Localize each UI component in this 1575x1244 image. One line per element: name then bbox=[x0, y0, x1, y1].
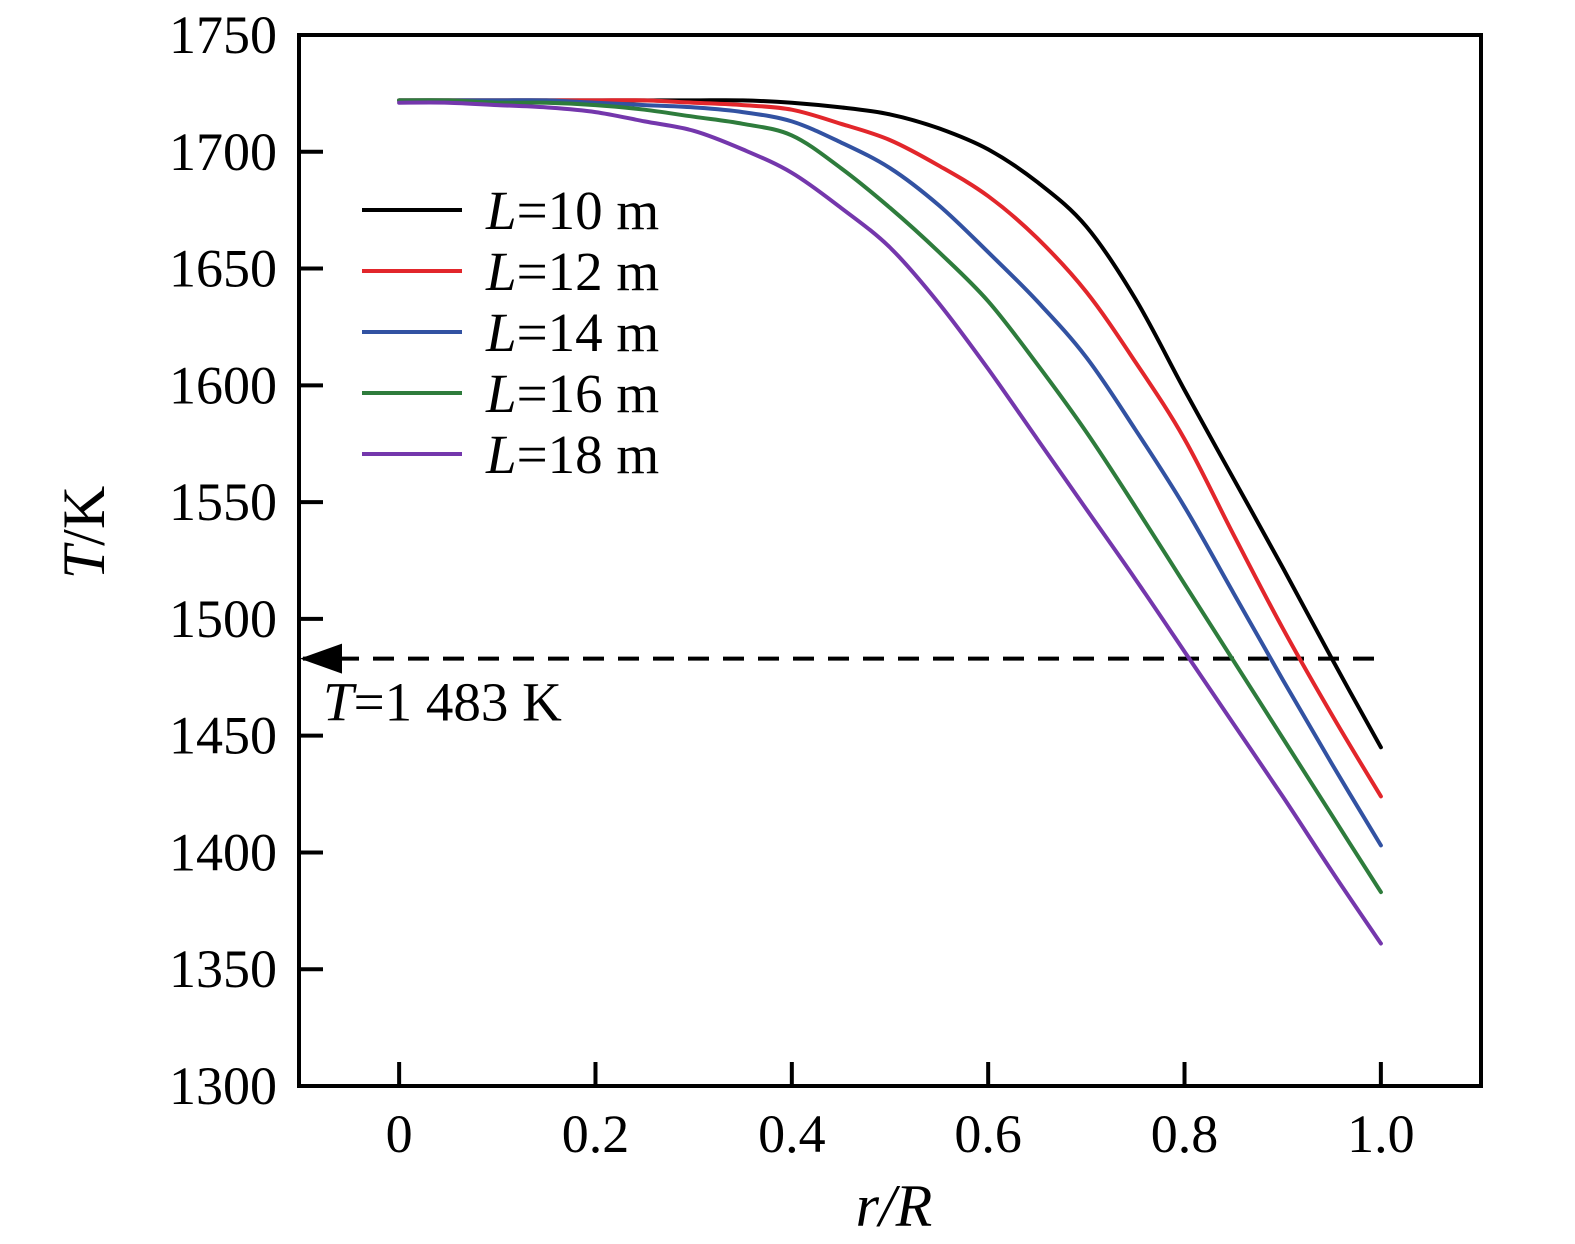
x-tick-label-0.6: 0.6 bbox=[954, 1104, 1022, 1164]
legend-label-l-16-m: L=16 m bbox=[485, 363, 659, 424]
y-axis-label: T/K bbox=[51, 486, 117, 579]
x-tick-label-0.8: 0.8 bbox=[1151, 1104, 1219, 1164]
x-tick-label-0.4: 0.4 bbox=[758, 1104, 826, 1164]
x-tick-label-0-text: 0 bbox=[386, 1104, 413, 1164]
y-tick-label-1650-text: 1650 bbox=[169, 239, 277, 299]
legend-label-l-12-m-var: L bbox=[485, 241, 517, 302]
legend-label-l-10-m-var: L bbox=[485, 180, 517, 241]
reference-annotation-text: =1 483 K bbox=[354, 672, 563, 733]
y-tick-label-1400: 1400 bbox=[169, 822, 277, 882]
x-tick-label-1.0: 1.0 bbox=[1347, 1104, 1415, 1164]
legend-label-l-14-m: L=14 m bbox=[485, 302, 659, 363]
legend-label-l-10-m: L=10 m bbox=[485, 180, 659, 241]
curve-l-14-m bbox=[397, 98, 1383, 848]
x-tick-label-0.6-text: 0.6 bbox=[954, 1104, 1022, 1164]
y-tick-label-1650: 1650 bbox=[169, 239, 277, 299]
left-arrowhead-icon bbox=[300, 643, 342, 674]
y-tick-label-1550-text: 1550 bbox=[169, 472, 277, 532]
x-tick-label-0.2-text: 0.2 bbox=[562, 1104, 630, 1164]
legend-label-l-18-m: L=18 m bbox=[485, 424, 659, 485]
legend-label-l-18-m-var: L bbox=[485, 424, 517, 485]
y-tick-label-1700-text: 1700 bbox=[169, 122, 277, 182]
x-tick-label-0.8-text: 0.8 bbox=[1151, 1104, 1219, 1164]
reference-annotation: T=1 483 K bbox=[323, 672, 562, 733]
y-tick-label-1500-text: 1500 bbox=[169, 589, 277, 649]
y-tick-label-1600: 1600 bbox=[169, 355, 277, 415]
legend-label-l-12-m-text: =12 m bbox=[517, 241, 660, 302]
y-tick-label-1400-text: 1400 bbox=[169, 822, 277, 882]
y-tick-label-1300: 1300 bbox=[169, 1056, 277, 1116]
y-axis-label-var: T bbox=[51, 542, 117, 579]
x-tick-label-1.0-text: 1.0 bbox=[1347, 1104, 1415, 1164]
reference-annotation-var: T bbox=[323, 672, 357, 733]
y-tick-label-1750-text: 1750 bbox=[169, 5, 277, 65]
legend-label-l-16-m-var: L bbox=[485, 363, 517, 424]
y-tick-label-1450: 1450 bbox=[169, 706, 277, 766]
y-tick-label-1600-text: 1600 bbox=[169, 355, 277, 415]
y-tick-label-1350: 1350 bbox=[169, 939, 277, 999]
y-tick-label-1700: 1700 bbox=[169, 122, 277, 182]
y-axis-label-text: /K bbox=[51, 486, 117, 546]
y-tick-label-1300-text: 1300 bbox=[169, 1056, 277, 1116]
y-tick-label-1450-text: 1450 bbox=[169, 706, 277, 766]
legend-label-l-16-m-text: =16 m bbox=[517, 363, 660, 424]
y-tick-label-1750: 1750 bbox=[169, 5, 277, 65]
x-tick-label-0.2: 0.2 bbox=[562, 1104, 630, 1164]
y-tick-label-1550: 1550 bbox=[169, 472, 277, 532]
legend-label-l-10-m-text: =10 m bbox=[517, 180, 660, 241]
curve-l-18-m bbox=[397, 100, 1383, 946]
y-tick-label-1500: 1500 bbox=[169, 589, 277, 649]
x-axis-label: r/R bbox=[856, 1173, 933, 1239]
legend-label-l-12-m: L=12 m bbox=[485, 241, 659, 302]
legend-label-l-14-m-var: L bbox=[485, 302, 517, 363]
curve-l-16-m bbox=[397, 98, 1383, 895]
y-tick-label-1350-text: 1350 bbox=[169, 939, 277, 999]
x-tick-label-0: 0 bbox=[386, 1104, 413, 1164]
plot-box-spines bbox=[297, 33, 1483, 1088]
x-axis-label-var: r/R bbox=[856, 1173, 933, 1239]
x-tick-label-0.4-text: 0.4 bbox=[758, 1104, 826, 1164]
legend-label-l-18-m-text: =18 m bbox=[517, 424, 660, 485]
legend-label-l-14-m-text: =14 m bbox=[517, 302, 660, 363]
